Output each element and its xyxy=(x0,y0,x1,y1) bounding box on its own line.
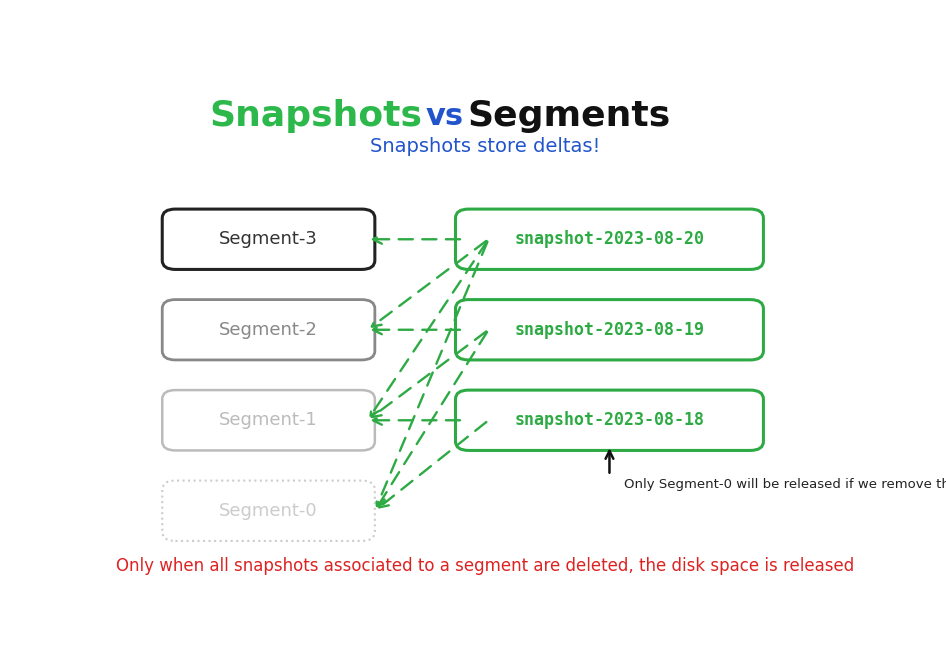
Text: Only when all snapshots associated to a segment are deleted, the disk space is r: Only when all snapshots associated to a … xyxy=(115,557,854,575)
FancyBboxPatch shape xyxy=(163,300,375,360)
FancyBboxPatch shape xyxy=(163,209,375,270)
Text: Segment-3: Segment-3 xyxy=(219,231,318,248)
Text: Only Segment-0 will be released if we remove this snapshot: Only Segment-0 will be released if we re… xyxy=(624,478,946,491)
Text: Snapshots: Snapshots xyxy=(210,99,423,133)
Text: Snapshots store deltas!: Snapshots store deltas! xyxy=(370,136,600,155)
Text: Segment-0: Segment-0 xyxy=(219,502,318,520)
Text: snapshot-2023-08-20: snapshot-2023-08-20 xyxy=(515,231,705,248)
FancyBboxPatch shape xyxy=(455,300,763,360)
Text: Segment-1: Segment-1 xyxy=(219,411,318,429)
FancyBboxPatch shape xyxy=(455,390,763,451)
Text: snapshot-2023-08-19: snapshot-2023-08-19 xyxy=(515,321,705,339)
FancyBboxPatch shape xyxy=(455,209,763,270)
Text: Segments: Segments xyxy=(467,99,671,133)
Text: vs: vs xyxy=(426,102,464,131)
FancyBboxPatch shape xyxy=(163,390,375,451)
Text: snapshot-2023-08-18: snapshot-2023-08-18 xyxy=(515,411,705,429)
Text: Segment-2: Segment-2 xyxy=(219,321,318,339)
FancyBboxPatch shape xyxy=(163,481,375,541)
